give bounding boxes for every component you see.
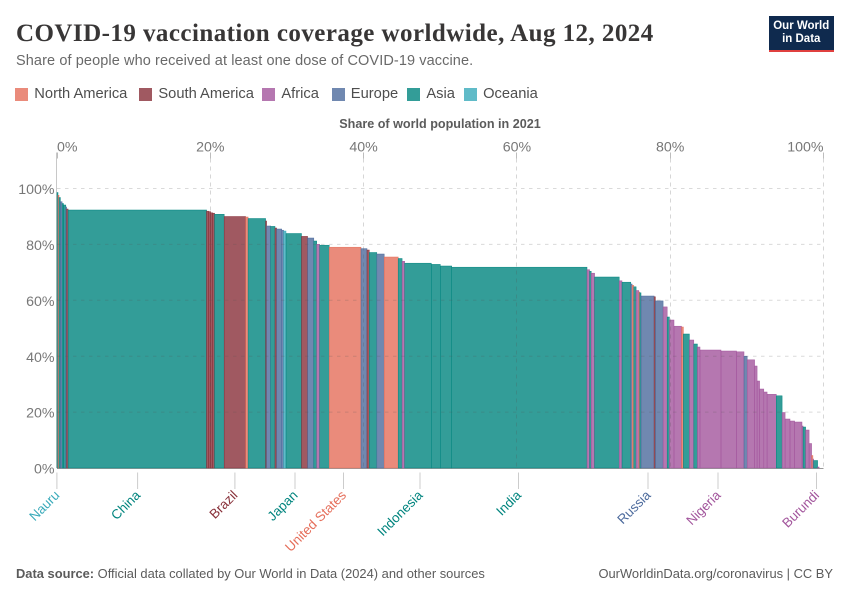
svg-text:India: India	[493, 487, 524, 518]
svg-text:Indonesia: Indonesia	[374, 487, 426, 539]
svg-text:0%: 0%	[57, 140, 78, 156]
svg-text:40%: 40%	[349, 140, 378, 156]
svg-text:China: China	[108, 487, 144, 523]
svg-text:Russia: Russia	[614, 487, 654, 527]
svg-text:Share of world population in 2: Share of world population in 2021	[339, 117, 541, 131]
svg-text:60%: 60%	[503, 140, 532, 156]
svg-text:Japan: Japan	[264, 488, 300, 524]
svg-text:Nigeria: Nigeria	[683, 487, 724, 528]
svg-text:20%: 20%	[26, 406, 55, 422]
svg-text:100%: 100%	[18, 182, 55, 198]
svg-text:0%: 0%	[34, 462, 55, 478]
svg-text:Burundi: Burundi	[779, 487, 822, 530]
svg-text:80%: 80%	[26, 238, 55, 254]
svg-text:60%: 60%	[26, 294, 55, 310]
svg-text:80%: 80%	[656, 140, 685, 156]
svg-text:Brazil: Brazil	[206, 487, 240, 521]
svg-text:40%: 40%	[26, 350, 55, 366]
svg-text:20%: 20%	[196, 140, 225, 156]
svg-text:100%: 100%	[787, 140, 824, 156]
svg-text:Nauru: Nauru	[26, 488, 62, 524]
